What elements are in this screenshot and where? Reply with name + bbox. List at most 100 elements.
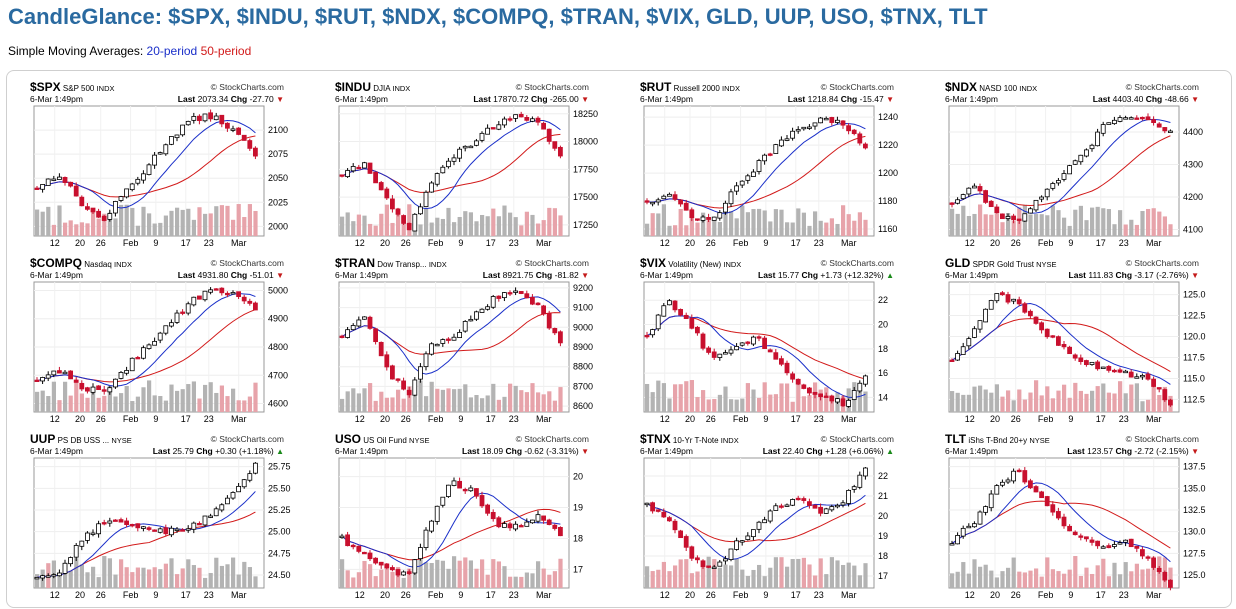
- candle-body: [983, 190, 988, 203]
- chart-ndx[interactable]: $NDX NASD 100 INDX © StockCharts.com 6-Mar…: [945, 80, 1236, 255]
- candle-body: [1162, 389, 1168, 401]
- symbol[interactable]: TLT: [945, 432, 967, 446]
- candle-body: [429, 182, 434, 193]
- volume-bar: [362, 560, 367, 588]
- candle-body: [751, 529, 756, 538]
- volume-bar: [863, 563, 868, 588]
- chart-header: $VIX Volatility (New) INDX © StockCharts.…: [640, 256, 894, 270]
- volume-bar: [650, 571, 655, 588]
- candle-body: [473, 140, 479, 146]
- chart-tnx[interactable]: $TNX 10-Yr T-Note INDX © StockCharts.com 6…: [640, 432, 940, 607]
- candle-body: [695, 557, 700, 561]
- volume-bar: [351, 221, 356, 236]
- symbol[interactable]: USO: [335, 432, 362, 446]
- chart-vix[interactable]: $VIX Volatility (New) INDX © StockCharts.…: [640, 256, 940, 431]
- candle-body: [124, 188, 129, 198]
- candle-body: [1139, 374, 1145, 378]
- volume-bar: [661, 561, 666, 588]
- candle-body: [778, 358, 784, 365]
- candle-body: [202, 113, 208, 122]
- volume-bar: [1011, 221, 1016, 236]
- symbol[interactable]: $RUT: [640, 80, 672, 94]
- symbol[interactable]: $TRAN: [335, 256, 376, 270]
- volume-bar: [1011, 400, 1016, 412]
- candle-body: [485, 127, 491, 135]
- candle-body: [823, 508, 829, 514]
- candle-body: [501, 118, 507, 126]
- volume-bar: [446, 207, 451, 236]
- volume-bar: [1056, 571, 1061, 588]
- triangle-down-icon: ▼: [581, 447, 589, 456]
- chart-spx[interactable]: $SPX S&P 500 INDX © StockCharts.com 6-Mar …: [30, 80, 330, 255]
- volume-bar: [474, 568, 479, 588]
- volume-bar: [1162, 216, 1167, 236]
- candle-body: [423, 353, 429, 368]
- candle-body: [790, 373, 796, 380]
- volume-bar: [191, 381, 196, 412]
- candle-body: [163, 325, 169, 334]
- chart-uso[interactable]: USO US Oil Fund NYSE © StockCharts.com 6-M…: [335, 432, 635, 607]
- candle-body: [751, 336, 756, 345]
- candle-body: [552, 328, 558, 334]
- y-tick-label: 17: [878, 571, 888, 581]
- volume-bar: [1011, 557, 1016, 588]
- chart-gld[interactable]: GLD SPDR Gold Trust NYSE © StockCharts.co…: [945, 256, 1236, 431]
- candle-body: [51, 574, 57, 577]
- symbol[interactable]: UUP: [30, 432, 56, 446]
- volume-bar: [102, 395, 107, 412]
- volume-bar: [552, 400, 557, 412]
- volume-bar: [656, 569, 661, 588]
- chart-indu[interactable]: $INDU DJIA INDX © StockCharts.com 6-Mar 1:…: [335, 80, 635, 255]
- x-tick-label: 23: [204, 414, 214, 424]
- volume-bar: [650, 213, 655, 236]
- volume-bar: [79, 222, 84, 236]
- x-tick-label: 20: [685, 590, 695, 600]
- chart-tran[interactable]: $TRAN Dow Transp... INDX © StockCharts.co…: [335, 256, 635, 431]
- symbol[interactable]: $COMPQ: [30, 256, 83, 270]
- candle-body: [518, 291, 524, 294]
- volume-bar: [796, 558, 801, 588]
- candle-body: [535, 117, 541, 123]
- x-tick-label: 9: [153, 238, 158, 248]
- candle-body: [1033, 316, 1039, 324]
- chart-compq[interactable]: $COMPQ Nasdaq INDX © StockCharts.com 6-Mar…: [30, 256, 330, 431]
- exchange: NYSE: [1029, 436, 1050, 445]
- y-tick-label: 25.75: [268, 462, 291, 472]
- volume-bar: [1168, 567, 1173, 588]
- volume-bar: [1039, 576, 1044, 588]
- x-tick-label: 9: [1068, 590, 1073, 600]
- chart-rut[interactable]: $RUT Russell 2000 INDX © StockCharts.com 6…: [640, 80, 940, 255]
- volume-bar: [950, 391, 955, 412]
- volume-bar: [989, 214, 994, 236]
- candle-body: [546, 128, 552, 142]
- volume-bar: [762, 210, 767, 236]
- volume-bar: [68, 570, 73, 588]
- symbol[interactable]: $NDX: [945, 80, 978, 94]
- candle-body: [1106, 545, 1112, 549]
- chart-tlt[interactable]: TLT iShs T-Bnd 20+y NYSE © StockCharts.co…: [945, 432, 1236, 607]
- candle-body: [202, 515, 208, 526]
- symbol[interactable]: $SPX: [30, 80, 61, 94]
- candle-body: [507, 292, 513, 295]
- candle-body: [378, 561, 384, 566]
- candle-body: [34, 187, 40, 190]
- candle-body: [812, 391, 818, 395]
- volume-bar: [158, 222, 163, 236]
- x-tick-label: 20: [990, 238, 1000, 248]
- candle-body: [468, 487, 474, 492]
- volume-bar: [91, 211, 96, 236]
- volume-bar: [113, 218, 118, 236]
- symbol[interactable]: GLD: [945, 256, 971, 270]
- volume-bar: [345, 391, 350, 412]
- candle-body: [241, 479, 247, 488]
- symbol[interactable]: $VIX: [640, 256, 667, 270]
- candle-body: [1078, 357, 1084, 362]
- symbol[interactable]: $INDU: [335, 80, 372, 94]
- x-tick-label: 20: [380, 414, 390, 424]
- volume-bar: [463, 557, 468, 588]
- volume-bar: [130, 401, 135, 412]
- chart-uup[interactable]: UUP PS DB USS ... NYSE © StockCharts.com 6…: [30, 432, 330, 607]
- symbol[interactable]: $TNX: [640, 432, 671, 446]
- volume-bar: [801, 212, 806, 236]
- triangle-up-icon: ▲: [886, 447, 894, 456]
